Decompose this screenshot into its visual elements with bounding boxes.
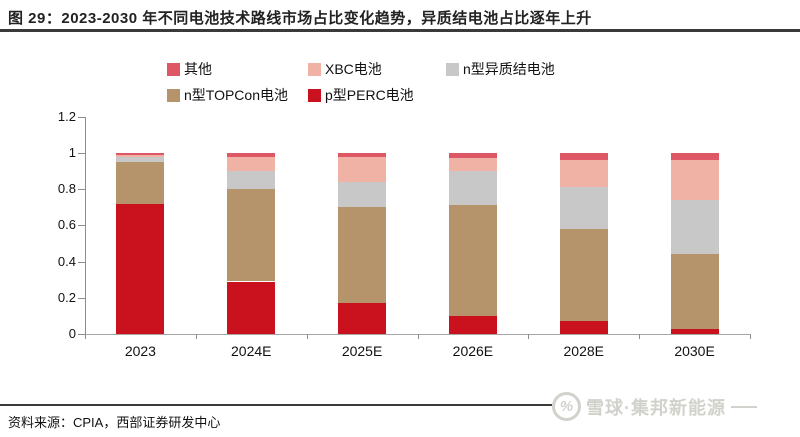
legend-label: 其他 (184, 61, 212, 77)
bar-segment (559, 229, 608, 322)
legend-item: n型TOPCon电池 (167, 85, 308, 105)
bar-segment (116, 162, 165, 204)
y-axis-tick-label: 0 (68, 326, 76, 341)
legend-row: 其他 XBC电池 n型异质结电池 (167, 56, 555, 82)
bar-segment (559, 153, 608, 161)
legend-swatch-icon (167, 88, 180, 102)
watermark: % 雪球·集邦新能源 (552, 392, 757, 421)
x-axis-category-label: 2028E (563, 343, 604, 359)
bar-segment (559, 321, 608, 334)
x-axis-tick (195, 334, 197, 339)
legend-item: p型PERC电池 (308, 85, 414, 105)
y-axis-tick (78, 153, 85, 154)
bar-segment (227, 281, 276, 334)
y-axis-tick (78, 116, 85, 118)
legend-item: n型异质结电池 (446, 59, 555, 79)
legend-item: 其他 (167, 59, 308, 79)
legend-label: n型TOPCon电池 (184, 87, 288, 103)
legend-row: n型TOPCon电池 p型PERC电池 (167, 82, 555, 108)
bar-segment (448, 153, 497, 159)
bar-segment (116, 154, 165, 157)
bar-segment (116, 203, 165, 334)
legend-swatch-icon (308, 88, 321, 102)
y-axis-tick-label: 0.6 (57, 217, 76, 233)
xueqiu-logo-icon: % (552, 392, 581, 421)
bar-segment (670, 328, 719, 334)
y-axis-tick-label: 1 (68, 145, 76, 160)
bar-segment (227, 153, 276, 157)
y-axis-tick (78, 189, 85, 191)
y-axis-tick (78, 334, 85, 335)
x-axis-tick (417, 334, 419, 339)
x-axis-tick (85, 334, 86, 339)
x-axis-category-label: 2025E (341, 343, 383, 359)
bar-segment (338, 153, 387, 157)
chart-legend: 其他 XBC电池 n型异质结电池 n型TOPCon电池 p型PERC电池 (167, 56, 555, 108)
footer-divider (0, 404, 552, 406)
x-axis-category-label: 2023 (124, 343, 156, 359)
legend-swatch-icon (167, 62, 180, 76)
y-axis-line (85, 117, 86, 334)
bar-segment (227, 189, 276, 282)
bar-segment (448, 315, 497, 334)
bar-segment (559, 160, 608, 188)
bar-segment (338, 207, 387, 304)
y-axis-tick-label: 1.2 (57, 108, 76, 124)
title-divider (0, 29, 800, 32)
legend-label: XBC电池 (325, 61, 382, 77)
watermark-text: 雪球·集邦新能源 (586, 397, 726, 418)
y-axis-tick-label: 0.2 (57, 289, 76, 305)
bar-segment (670, 153, 719, 161)
watermark-dash (731, 405, 757, 408)
bar-segment (670, 254, 719, 329)
bar-segment (338, 303, 387, 334)
bar-segment (338, 156, 387, 182)
bar-segment (227, 171, 276, 190)
y-axis-tick-label: 0.8 (57, 181, 76, 197)
bar-segment (448, 171, 497, 206)
legend-item: XBC电池 (308, 59, 446, 79)
legend-swatch-icon (446, 62, 459, 76)
bar-segment (227, 156, 276, 172)
y-axis-tick (78, 225, 85, 227)
bar-segment (338, 181, 387, 208)
legend-label: p型PERC电池 (325, 87, 414, 103)
bar-segment (670, 200, 719, 255)
x-axis-category-label: 2026E (452, 343, 494, 359)
bar-segment (559, 187, 608, 229)
y-axis-tick (78, 261, 85, 263)
source-note: 资料来源：CPIA，西部证券研发中心 (8, 415, 221, 430)
x-axis-tick (306, 334, 308, 339)
x-axis-tick (528, 334, 530, 339)
bar-segment (448, 205, 497, 316)
legend-swatch-icon (308, 62, 321, 76)
x-axis-category-label: 2024E (231, 343, 272, 359)
legend-label: n型异质结电池 (463, 61, 555, 77)
bar-segment (116, 153, 165, 155)
y-axis-tick-label: 0.4 (57, 253, 76, 269)
bar-segment (448, 158, 497, 172)
y-axis-tick (78, 297, 85, 299)
bar-segment (670, 160, 719, 201)
x-axis-category-label: 2030E (674, 343, 715, 359)
x-axis-tick (750, 334, 751, 339)
figure-title: 图 29：2023-2030 年不同电池技术路线市场占比变化趋势，异质结电池占比… (8, 10, 592, 27)
x-axis-tick (639, 334, 641, 339)
bar-segment (116, 156, 165, 163)
